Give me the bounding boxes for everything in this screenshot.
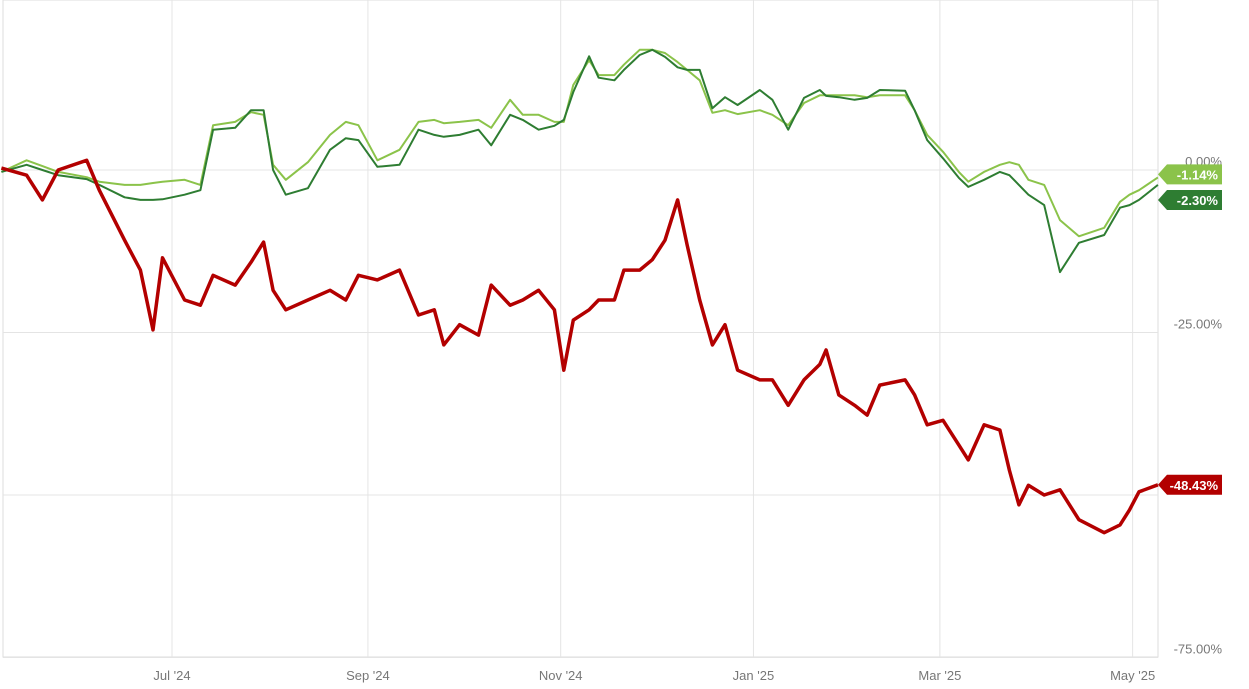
x-tick-label: Nov '24 bbox=[539, 668, 583, 683]
x-tick-label: Jul '24 bbox=[153, 668, 190, 683]
x-tick-label: Mar '25 bbox=[918, 668, 961, 683]
series-line-2 bbox=[0, 158, 1159, 535]
plot-border bbox=[2, 0, 1159, 658]
x-tick-label: Jan '25 bbox=[733, 668, 775, 683]
last-value-label: -48.43% bbox=[1170, 478, 1219, 493]
last-value-label: -2.30% bbox=[1177, 193, 1219, 208]
last-value-tag bbox=[1158, 189, 1222, 210]
gridlines bbox=[2, 0, 1159, 658]
last-value-tags: -1.14% -2.30% -48.43% bbox=[1158, 164, 1222, 495]
last-value-tag bbox=[1158, 164, 1222, 185]
x-tick-label: May '25 bbox=[1110, 668, 1155, 683]
x-axis-labels: Jul '24 Sep '24 Nov '24 Jan '25 Mar '25 May '… bbox=[153, 668, 1155, 683]
series-line-0 bbox=[0, 48, 1159, 238]
y-axis-labels: 0.00%-25.00%-75.00% bbox=[1174, 154, 1223, 657]
series-lines bbox=[0, 48, 1159, 535]
y-tick-label: -25.00% bbox=[1174, 317, 1223, 332]
series-line-1 bbox=[1, 48, 1159, 274]
last-value-tag bbox=[1158, 474, 1222, 495]
last-value-label: -1.14% bbox=[1177, 167, 1219, 182]
x-tick-label: Sep '24 bbox=[346, 668, 390, 683]
y-tick-label: -75.00% bbox=[1174, 642, 1223, 657]
